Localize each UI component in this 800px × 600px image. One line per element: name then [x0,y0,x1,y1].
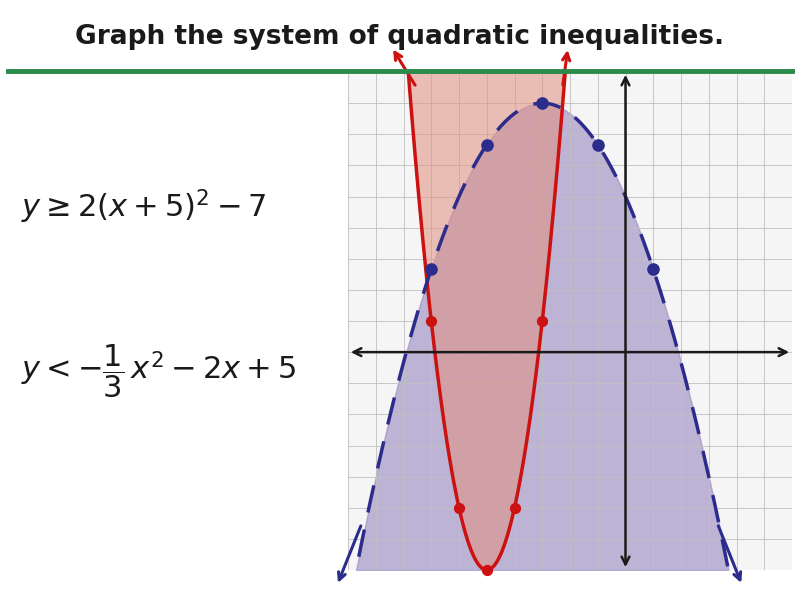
Point [480,140,493,149]
Text: Graph the system of quadratic inequalities.: Graph the system of quadratic inequaliti… [75,24,725,50]
Point [647,265,660,274]
Point [425,265,438,274]
Point [480,565,493,575]
Point [425,316,438,326]
Text: $y < -\dfrac{1}{3}\,x^2 - 2x + 5$: $y < -\dfrac{1}{3}\,x^2 - 2x + 5$ [21,342,296,400]
Point [536,316,549,326]
Point [508,503,521,512]
Point [591,140,604,149]
Text: $y \geq 2(x + 5)^2 - 7$: $y \geq 2(x + 5)^2 - 7$ [21,187,266,226]
Point [453,503,466,512]
Point [536,98,549,108]
